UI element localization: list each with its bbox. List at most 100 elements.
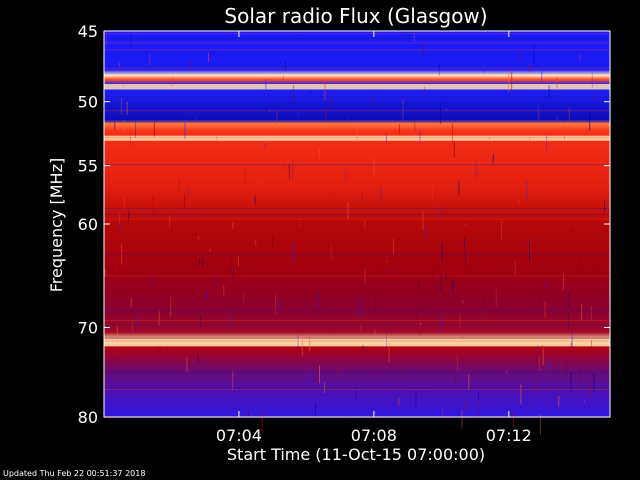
noise-streak [568,313,570,329]
noise-streak [260,181,262,188]
noise-streak [419,129,421,144]
updated-timestamp: Updated Thu Feb 22 00:51:37 2018 [3,469,146,478]
channel-line [104,310,610,312]
noise-streak [508,71,509,92]
noise-streak [123,197,125,211]
noise-streak [319,148,321,159]
noise-streak [539,414,541,436]
noise-streak [315,402,317,422]
noise-streak [419,284,421,287]
noise-streak [589,379,591,398]
noise-streak [404,237,406,249]
noise-texture [104,31,610,436]
noise-streak [206,291,208,299]
channel-line [104,162,610,164]
noise-streak [374,330,376,337]
noise-streak [594,249,596,265]
noise-streak [283,164,285,170]
noise-streak [130,134,131,147]
noise-streak [424,86,425,98]
noise-streak [461,409,463,429]
noise-streak [544,301,546,319]
noise-streak [297,335,299,349]
channel-line [104,137,610,139]
noise-streak [152,195,154,216]
noise-streak [520,384,522,405]
noise-streak [537,345,539,354]
noise-streak [299,238,301,256]
noise-streak [458,98,460,103]
y-tick-label: 50 [78,93,98,112]
noise-streak [591,69,593,88]
noise-streak [535,238,537,241]
noise-streak [440,102,442,125]
noise-streak [119,62,121,67]
noise-streak [589,111,591,131]
noise-streak [465,250,466,266]
noise-streak [130,31,132,51]
noise-streak [364,220,366,230]
channel-line [104,42,610,44]
noise-streak [420,322,421,325]
noise-streak [347,201,349,219]
noise-streak [442,409,443,416]
noise-streak [184,120,186,139]
noise-streak [187,187,189,196]
x-axis-label: Start Time (11-Oct-15 07:00:00) [227,445,485,464]
noise-streak [462,300,464,304]
noise-streak [299,221,301,227]
noise-streak [514,259,516,277]
noise-streak [232,268,234,281]
noise-streak [440,207,442,220]
noise-streak [506,350,508,354]
noise-streak [511,71,513,92]
noise-streak [541,68,543,82]
noise-streak [264,262,265,277]
noise-streak [118,355,120,360]
noise-streak [167,90,169,94]
y-axis-label: Frequency [MHz] [47,158,66,292]
noise-streak [432,271,434,286]
noise-streak [591,340,592,356]
noise-streak [243,291,245,304]
noise-streak [216,136,218,141]
noise-streak [197,235,199,240]
noise-streak [223,285,225,297]
noise-streak [282,75,284,81]
noise-streak [347,118,349,122]
noise-streak [492,399,494,403]
noise-streak [465,399,467,413]
x-tick-label: 07:04 [216,426,262,445]
noise-streak [183,316,185,325]
noise-streak [468,374,470,390]
noise-streak [546,279,548,290]
noise-streak [413,33,415,42]
noise-streak [538,104,540,121]
noise-streak [398,398,400,407]
noise-streak [529,63,531,72]
channel-line [104,325,610,327]
noise-streak [416,309,418,315]
noise-streak [126,101,128,116]
noise-streak [330,318,331,334]
noise-streak [150,275,152,286]
noise-streak [232,371,234,391]
noise-streak [568,291,570,308]
noise-streak [120,97,122,115]
noise-streak [477,399,479,418]
noise-streak [441,315,443,334]
noise-streak [169,215,171,228]
noise-streak [373,158,375,176]
channel-line [104,82,610,84]
noise-streak [123,203,125,219]
noise-streak [119,221,121,231]
noise-streak [172,76,174,87]
noise-streak [419,315,421,335]
noise-streak [292,85,294,105]
noise-streak [159,347,161,353]
noise-streak [380,187,382,201]
noise-streak [440,275,442,292]
noise-streak [261,411,263,434]
noise-streak [214,274,216,288]
noise-streak [571,331,573,349]
